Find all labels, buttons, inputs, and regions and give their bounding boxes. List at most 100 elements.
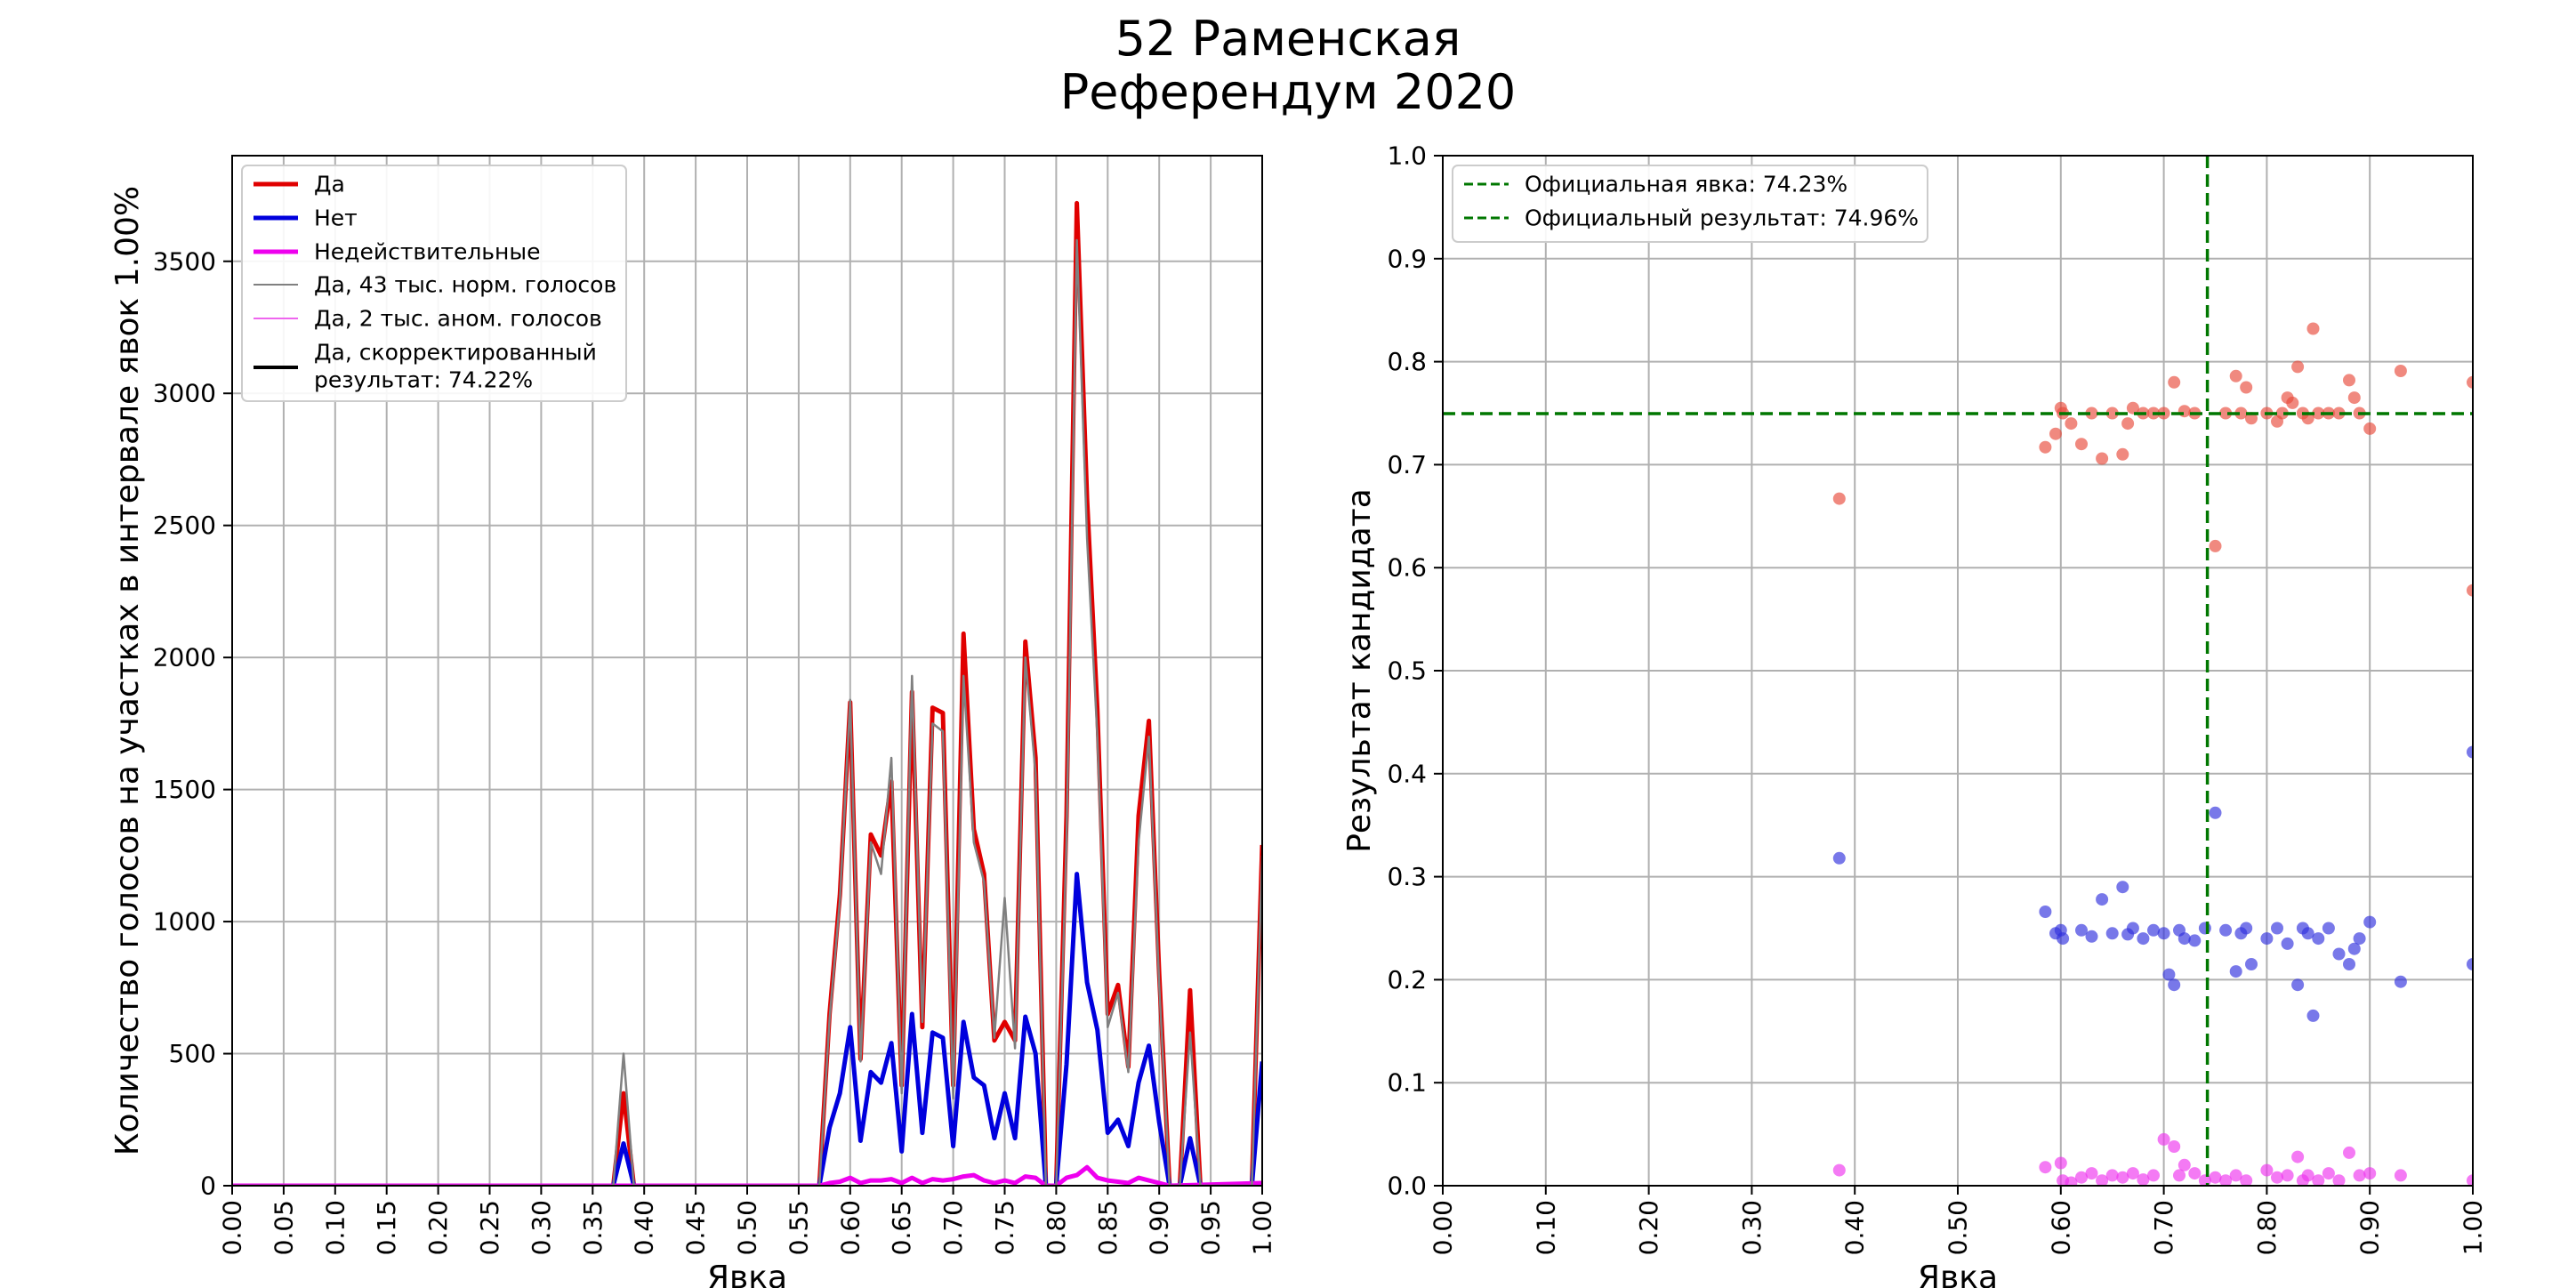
x-tick-label: 1.00 <box>1248 1200 1277 1255</box>
scatter-point-no <box>2322 922 2335 935</box>
scatter-point-yes <box>2347 391 2361 405</box>
scatter-point-no <box>2467 958 2473 970</box>
scatter-point-yes <box>2075 438 2088 451</box>
scatter-point-yes <box>2219 407 2233 420</box>
x-tick-label: 0.50 <box>1944 1200 1973 1255</box>
scatter-point-no <box>2301 927 2314 940</box>
scatter-point-invalid <box>2054 1156 2067 1170</box>
scatter-point-yes <box>2065 417 2078 431</box>
scatter-point-invalid <box>2209 1171 2222 1184</box>
legend-label-yes: Да <box>314 172 345 197</box>
y-tick-label: 2500 <box>153 511 216 540</box>
scatter-point-invalid <box>2363 1167 2377 1180</box>
scatter-point-invalid <box>2039 1161 2052 1174</box>
scatter-point-no <box>2245 958 2258 970</box>
scatter-point-yes <box>2301 412 2314 425</box>
y-tick-label: 2000 <box>153 643 216 672</box>
x-tick-label: 0.10 <box>1531 1200 1560 1255</box>
scatter-point-yes <box>2343 374 2355 387</box>
chart-title: 52 Раменская Референдум 2020 <box>0 12 2576 119</box>
x-tick-label: 0.45 <box>681 1200 711 1255</box>
scatter-point-no <box>2332 947 2346 961</box>
scatter-point-invalid <box>2075 1171 2088 1184</box>
scatter-point-no <box>2085 930 2098 943</box>
scatter-point-invalid <box>2229 1169 2242 1182</box>
scatter-point-invalid <box>2281 1169 2294 1182</box>
scatter-point-yes <box>2240 381 2253 394</box>
scatter-point-yes <box>2085 407 2098 420</box>
plot-frame <box>1442 155 2474 1187</box>
scatter-point-no <box>2198 922 2211 935</box>
scatter-point-yes <box>2209 539 2222 552</box>
x-axis-label: Явка <box>1918 1260 1998 1288</box>
scatter-point-yes <box>2286 396 2299 409</box>
scatter-point-yes <box>2168 375 2181 389</box>
scatter-point-invalid <box>2178 1158 2191 1171</box>
x-tick-label: 0.95 <box>1196 1200 1226 1255</box>
scatter-point-no <box>2209 806 2222 819</box>
right-chart-scatter: 0.00 0.10 0.20 0.30 0.40 0.50 0.60 0.70 0.80 0.90… <box>1341 141 2488 1288</box>
scatter-point-no <box>2162 968 2176 981</box>
scatter-point-no <box>1832 851 1846 865</box>
legend: Официальная явка: 74.23% Официальный резу… <box>1452 165 1928 243</box>
x-axis-label: Явка <box>707 1260 787 1288</box>
scatter-point-yes <box>2049 427 2062 440</box>
legend-label-no: Нет <box>314 205 358 231</box>
scatter-point-no <box>2075 923 2088 937</box>
legend-box <box>1452 165 1928 243</box>
x-tick-label: 0.90 <box>2355 1200 2385 1255</box>
scatter-point-invalid <box>2291 1150 2305 1163</box>
y-tick-label: 0.0 <box>1387 1171 1427 1201</box>
scatter-point-yes <box>2306 322 2320 335</box>
scatter-point-no <box>2116 881 2129 894</box>
x-tick-label: 0.60 <box>2046 1200 2075 1255</box>
scatter-point-yes <box>2467 584 2473 597</box>
scatter-point-no <box>2394 975 2407 988</box>
scatter-point-invalid <box>2301 1169 2314 1182</box>
legend-label-yes_norm: Да, 43 тыс. норм. голосов <box>314 272 616 298</box>
y-tick-label: 0.9 <box>1387 244 1427 273</box>
scatter-point-invalid <box>2147 1169 2160 1182</box>
legend-label-invalid: Недействительные <box>314 239 541 265</box>
x-tick-label: 0.00 <box>1429 1200 1458 1255</box>
scatter-point-yes <box>2126 401 2139 415</box>
scatter-point-yes <box>1832 492 1846 505</box>
y-tick-label: 1000 <box>153 907 216 937</box>
scatter-point-yes <box>2332 407 2346 420</box>
chart-title-line1: 52 Раменская <box>1115 11 1461 67</box>
x-tick-label: 0.70 <box>938 1200 968 1255</box>
scatter-point-invalid <box>2188 1167 2202 1180</box>
series-line-invalid <box>232 1164 1262 1186</box>
x-tick-label: 0.30 <box>1737 1200 1767 1255</box>
scatter-point-yes <box>2229 369 2242 382</box>
scatter-point-invalid <box>2085 1167 2098 1180</box>
scatter-point-invalid <box>2126 1167 2139 1180</box>
scatter-point-yes <box>2467 375 2473 389</box>
scatter-point-invalid <box>2065 1176 2078 1186</box>
y-tick-label: 3000 <box>153 379 216 408</box>
y-axis-label: Количество голосов на участках в интерва… <box>109 186 146 1155</box>
scatter-point-no <box>2353 932 2366 946</box>
scatter-point-invalid <box>2173 1169 2186 1182</box>
scatter-point-yes <box>2116 447 2129 461</box>
legend-label-official-0: Официальная явка: 74.23% <box>1525 172 1847 197</box>
scatter-point-no <box>2188 934 2202 947</box>
scatter-point-invalid <box>2137 1173 2150 1186</box>
scatter-point-no <box>2363 915 2377 929</box>
scatter-point-invalid <box>2467 1174 2473 1186</box>
scatter-point-invalid <box>2198 1174 2211 1186</box>
scatter-point-yes <box>2312 407 2325 420</box>
scatter-point-invalid <box>2312 1174 2325 1186</box>
scatter-point-yes <box>2275 407 2289 420</box>
scatter-point-no <box>2147 923 2160 937</box>
x-tick-label: 0.80 <box>1042 1200 1071 1255</box>
scatter-point-no <box>2229 965 2242 978</box>
y-tick-label: 0.3 <box>1387 862 1427 891</box>
scatter-point-invalid <box>2343 1146 2355 1159</box>
x-tick-label: 0.40 <box>630 1200 659 1255</box>
scatter-point-invalid <box>2096 1174 2109 1186</box>
scatter-point-invalid <box>2240 1174 2253 1186</box>
y-tick-label: 0.5 <box>1387 656 1427 686</box>
scatter-point-invalid <box>2271 1171 2283 1184</box>
